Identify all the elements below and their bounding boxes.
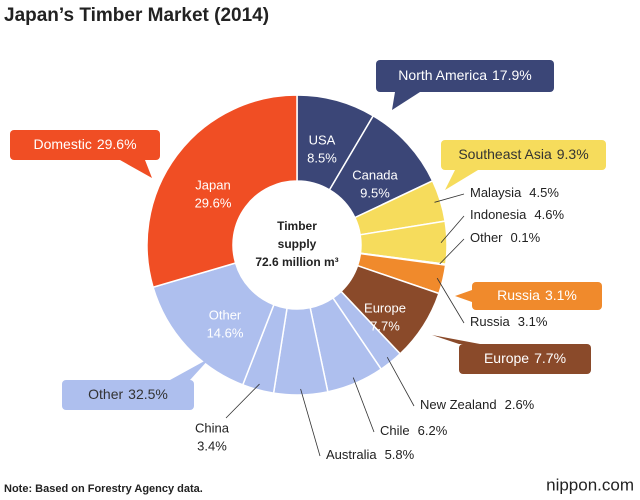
segment-name: Chile bbox=[380, 423, 410, 438]
segment-name: Malaysia bbox=[470, 185, 522, 200]
segment-value: 29.6% bbox=[195, 195, 232, 210]
leader-line bbox=[439, 238, 465, 265]
segment-value: 6.2% bbox=[418, 423, 448, 438]
group-name: Europe bbox=[484, 350, 529, 366]
callout-box bbox=[376, 60, 554, 92]
segment-label: Chile 6.2% bbox=[380, 423, 448, 438]
segment-value: 5.8% bbox=[385, 447, 415, 462]
callout-box bbox=[459, 344, 591, 374]
leader-line bbox=[386, 357, 415, 407]
segment-name: Japan bbox=[195, 177, 230, 192]
segment-value: 14.6% bbox=[207, 325, 244, 340]
chart-title: Japan’s Timber Market (2014) bbox=[4, 5, 269, 26]
leader-line bbox=[225, 383, 260, 419]
group-name: Domestic bbox=[33, 136, 91, 152]
segment-label: Other 0.1% bbox=[470, 230, 541, 245]
group-value: 3.1% bbox=[545, 287, 577, 303]
callout-label: Southeast Asia 9.3% bbox=[458, 146, 588, 162]
segment-value: 8.5% bbox=[307, 150, 337, 165]
segment-value: 4.5% bbox=[529, 185, 559, 200]
segment-value: 2.6% bbox=[505, 397, 535, 412]
leader-line bbox=[436, 277, 465, 324]
callout-box bbox=[441, 140, 606, 170]
callout-box bbox=[10, 130, 160, 160]
group-value: 17.9% bbox=[492, 67, 532, 83]
group-value: 7.7% bbox=[534, 350, 566, 366]
callout-pointer bbox=[170, 358, 210, 380]
callout-box bbox=[62, 380, 194, 410]
segment-label: New Zealand 2.6% bbox=[420, 397, 535, 412]
source: nippon.com bbox=[546, 475, 634, 494]
group-name: Russia bbox=[497, 287, 540, 303]
callout-pointer bbox=[432, 335, 480, 344]
segment-label: Malaysia 4.5% bbox=[470, 185, 559, 200]
donut-hole bbox=[234, 182, 360, 308]
segment-name: New Zealand bbox=[420, 397, 497, 412]
segment-value: 7.7% bbox=[370, 318, 400, 333]
segment-label: Russia 3.1% bbox=[470, 314, 548, 329]
segment-name: Other bbox=[470, 230, 503, 245]
callout-pointer bbox=[392, 92, 420, 110]
segment-label: Australia 5.8% bbox=[326, 447, 415, 462]
leader-line bbox=[434, 193, 465, 203]
segment-value: 3.1% bbox=[518, 314, 548, 329]
leader-line bbox=[300, 388, 321, 457]
leader-line bbox=[352, 377, 375, 433]
segment-value: 9.5% bbox=[360, 185, 390, 200]
callout-label: Europe 7.7% bbox=[484, 350, 566, 366]
donut-segment bbox=[152, 262, 275, 386]
group-name: Southeast Asia bbox=[458, 146, 552, 162]
segment-value: 3.4% bbox=[197, 438, 227, 453]
callout-label: Russia 3.1% bbox=[497, 287, 577, 303]
group-value: 29.6% bbox=[97, 136, 137, 152]
segment-value: 0.1% bbox=[511, 230, 541, 245]
center-label: Timber bbox=[277, 219, 317, 233]
group-value: 32.5% bbox=[128, 386, 168, 402]
center-label: 72.6 million m³ bbox=[255, 255, 338, 269]
callout-pointer bbox=[445, 170, 478, 190]
segment-label: Indonesia 4.6% bbox=[470, 207, 564, 222]
segment-name: Indonesia bbox=[470, 207, 527, 222]
segment-name: China bbox=[195, 420, 230, 435]
leader-line bbox=[440, 215, 465, 244]
group-name: North America bbox=[398, 67, 487, 83]
callout-pointer bbox=[120, 160, 152, 178]
segment-name: USA bbox=[309, 132, 336, 147]
callout-box bbox=[472, 282, 602, 310]
segment-name: Russia bbox=[470, 314, 511, 329]
note: Note: Based on Forestry Agency data. bbox=[4, 483, 203, 495]
callout-pointer bbox=[455, 290, 472, 302]
group-value: 9.3% bbox=[557, 146, 589, 162]
segment-name: Other bbox=[209, 307, 242, 322]
center-label: supply bbox=[278, 237, 317, 251]
segment-name: Canada bbox=[352, 167, 398, 182]
segment-name: Europe bbox=[364, 300, 406, 315]
group-name: Other bbox=[88, 386, 123, 402]
callout-label: North America 17.9% bbox=[398, 67, 531, 83]
callout-label: Domestic 29.6% bbox=[33, 136, 136, 152]
segment-value: 4.6% bbox=[534, 207, 564, 222]
donut-segment bbox=[146, 94, 298, 289]
callout-label: Other 32.5% bbox=[88, 386, 168, 402]
segment-name: Australia bbox=[326, 447, 377, 462]
